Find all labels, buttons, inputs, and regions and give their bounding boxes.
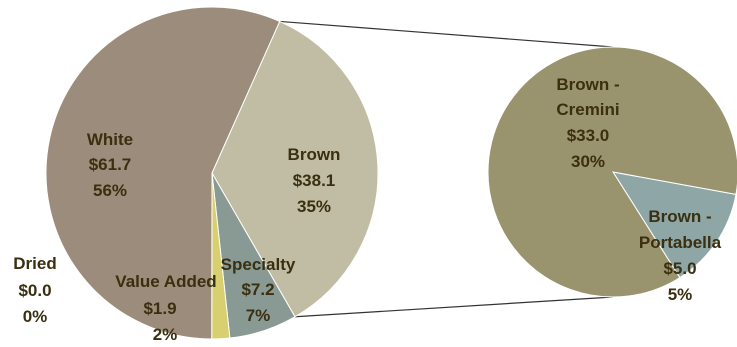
label-value-added-pct: 2%	[153, 325, 178, 344]
label-portabella-name-line2: Portabella	[639, 233, 722, 252]
label-cremini-value: $33.0	[567, 126, 610, 145]
label-cremini-pct: 30%	[571, 152, 605, 171]
connector-bottom	[294, 296, 614, 318]
slice-brown-cremini	[487, 46, 737, 298]
label-specialty-value: $7.2	[241, 280, 274, 299]
main-pie	[45, 6, 379, 340]
label-dried-pct: 0%	[23, 307, 48, 326]
label-portabella-value: $5.0	[663, 259, 696, 278]
label-specialty-name: Specialty	[221, 255, 296, 274]
slice-brown	[211, 20, 379, 318]
label-white-name: White	[87, 130, 133, 149]
label-white-value: $61.7	[89, 155, 132, 174]
label-brown-pct: 35%	[297, 197, 331, 216]
label-brown-name: Brown	[288, 145, 341, 164]
label-cremini-name-line1: Brown -	[556, 75, 619, 94]
label-specialty-pct: 7%	[246, 306, 271, 325]
label-portabella-pct: 5%	[668, 285, 693, 304]
label-cremini-name-line2: Cremini	[556, 100, 619, 119]
label-dried-name: Dried	[13, 254, 56, 273]
label-portabella-name-line1: Brown -	[648, 207, 711, 226]
connector-lines	[279, 20, 614, 318]
connector-top	[279, 20, 614, 48]
label-dried-value: $0.0	[18, 281, 51, 300]
slice-brown-portabella	[611, 171, 737, 279]
label-white-pct: 56%	[93, 181, 127, 200]
slice-white	[45, 6, 281, 340]
label-brown-value: $38.1	[293, 171, 336, 190]
label-value-added-value: $1.9	[143, 299, 176, 318]
label-value-added-name: Value Added	[115, 272, 216, 291]
secondary-pie	[487, 46, 737, 298]
